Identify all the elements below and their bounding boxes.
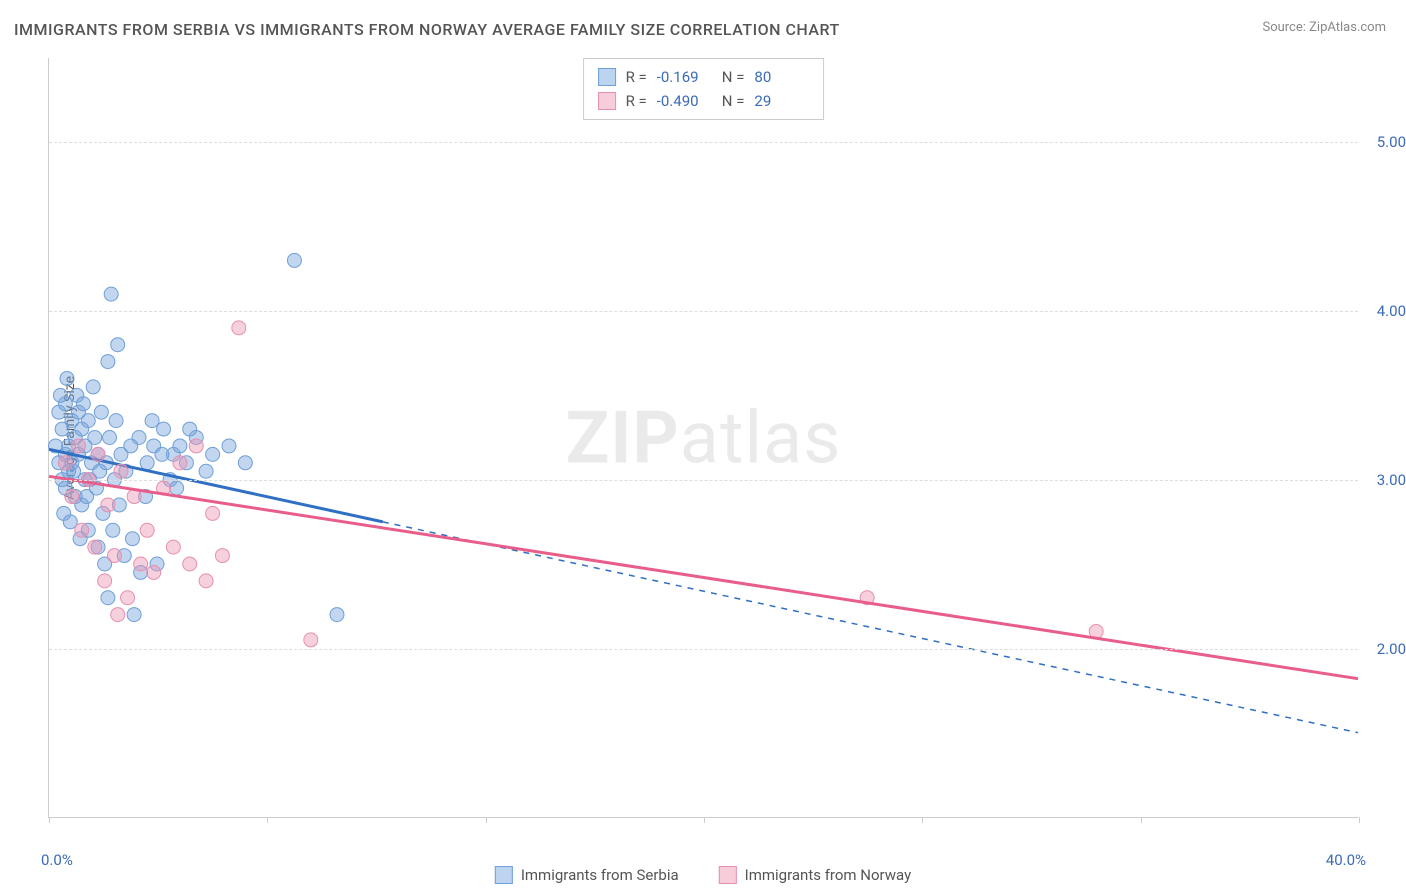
data-point [111, 608, 125, 622]
data-point [155, 447, 169, 461]
data-point [81, 414, 95, 428]
data-point [304, 633, 318, 647]
data-point [76, 397, 90, 411]
data-point [60, 371, 74, 385]
data-point [111, 338, 125, 352]
data-point [103, 431, 117, 445]
data-point [114, 464, 128, 478]
data-point [140, 456, 154, 470]
legend-item-serbia: Immigrants from Serbia [495, 866, 679, 884]
data-point [132, 431, 146, 445]
data-point [94, 405, 108, 419]
data-point [199, 574, 213, 588]
bottom-legend: Immigrants from Serbia Immigrants from N… [495, 866, 911, 884]
stats-row-norway: R = -0.490 N = 29 [598, 89, 810, 113]
data-point [75, 523, 89, 537]
y-tick-label: 5.00 [1366, 133, 1406, 151]
stats-box: R = -0.169 N = 80 R = -0.490 N = 29 [583, 58, 825, 120]
data-point [145, 414, 159, 428]
source-attribution: Source: ZipAtlas.com [1262, 20, 1386, 35]
data-point [215, 549, 229, 563]
data-point [206, 506, 220, 520]
plot-area: ZIPatlas R = -0.169 N = 80 R = -0.490 N … [48, 58, 1358, 818]
x-tick [486, 817, 487, 823]
data-point [183, 422, 197, 436]
x-tick [49, 817, 50, 823]
legend-swatch-serbia [495, 866, 513, 884]
data-point [125, 532, 139, 546]
x-tick [267, 817, 268, 823]
x-max-label: 40.0% [1326, 851, 1366, 869]
data-point [71, 439, 85, 453]
swatch-serbia [598, 68, 616, 86]
data-point [232, 321, 246, 335]
x-tick [922, 817, 923, 823]
chart-title: IMMIGRANTS FROM SERBIA VS IMMIGRANTS FRO… [14, 20, 840, 39]
data-point [183, 557, 197, 571]
data-point [98, 574, 112, 588]
data-point [104, 287, 118, 301]
x-tick [1141, 817, 1142, 823]
data-point [101, 591, 115, 605]
y-tick-label: 2.00 [1366, 640, 1406, 658]
data-point [121, 591, 135, 605]
data-point [88, 431, 102, 445]
chart-svg [49, 58, 1358, 817]
data-point [170, 481, 184, 495]
data-point [189, 439, 203, 453]
y-tick-label: 4.00 [1366, 302, 1406, 320]
data-point [53, 388, 67, 402]
data-point [147, 565, 161, 579]
stats-row-serbia: R = -0.169 N = 80 [598, 65, 810, 89]
data-point [109, 414, 123, 428]
data-point [206, 447, 220, 461]
data-point [86, 380, 100, 394]
data-point [330, 608, 344, 622]
data-point [106, 523, 120, 537]
data-point [65, 490, 79, 504]
data-point [140, 523, 154, 537]
gridline [49, 649, 1358, 650]
y-tick-label: 3.00 [1366, 471, 1406, 489]
data-point [287, 253, 301, 267]
swatch-norway [598, 92, 616, 110]
gridline [49, 311, 1358, 312]
data-point [101, 498, 115, 512]
data-point [134, 557, 148, 571]
data-point [199, 464, 213, 478]
data-point [91, 447, 105, 461]
data-point [107, 549, 121, 563]
data-point [222, 439, 236, 453]
data-point [127, 608, 141, 622]
x-min-label: 0.0% [41, 851, 73, 869]
legend-item-norway: Immigrants from Norway [719, 866, 912, 884]
x-tick [1359, 817, 1360, 823]
regression-extrapolation [383, 522, 1358, 733]
data-point [101, 355, 115, 369]
gridline [49, 480, 1358, 481]
data-point [173, 439, 187, 453]
data-point [238, 456, 252, 470]
data-point [166, 540, 180, 554]
legend-swatch-norway [719, 866, 737, 884]
data-point [173, 456, 187, 470]
data-point [88, 540, 102, 554]
data-point [58, 456, 72, 470]
x-tick [704, 817, 705, 823]
gridline [49, 142, 1358, 143]
